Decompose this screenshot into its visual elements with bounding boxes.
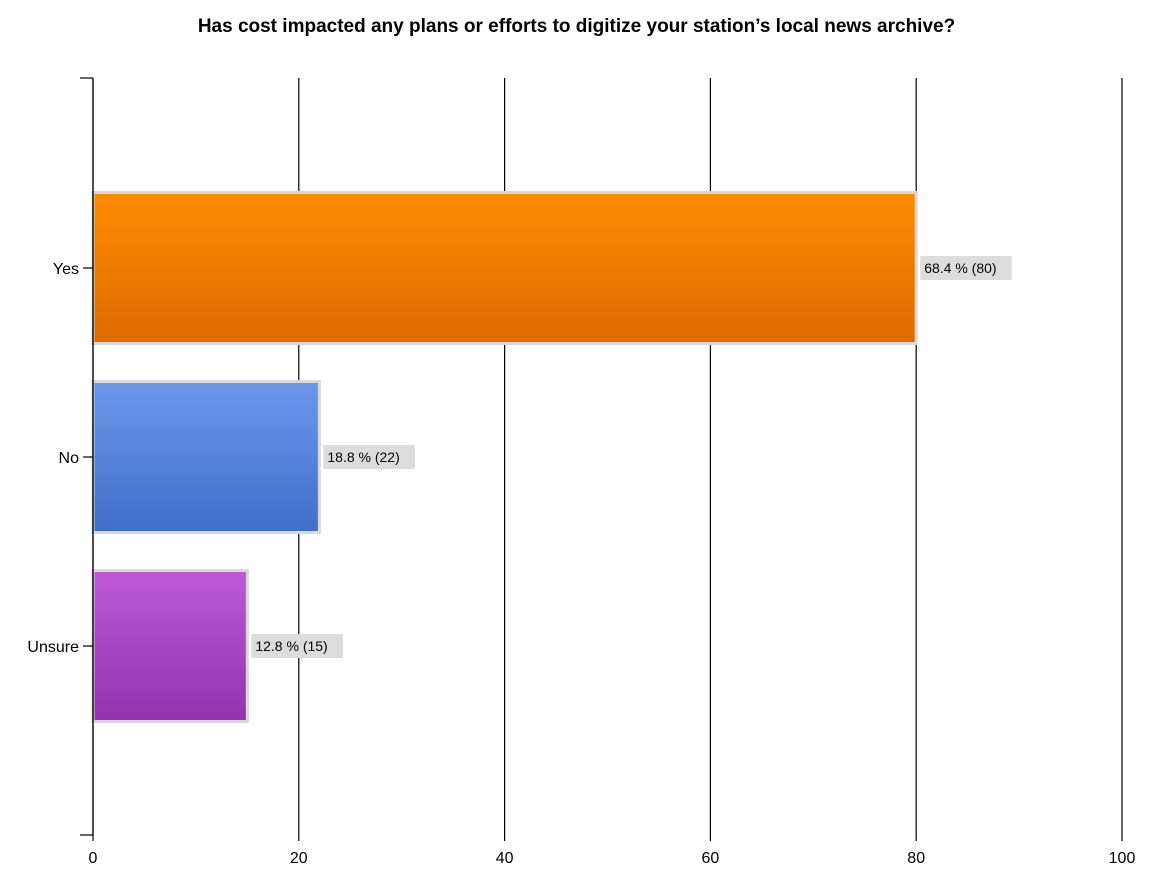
data-label: 68.4 % (80) [924, 260, 996, 276]
bar-yes [91, 191, 918, 345]
data-label-background [251, 634, 343, 658]
x-tick-label: 100 [1109, 850, 1136, 867]
x-tick-label: 80 [907, 850, 925, 867]
bars [91, 191, 918, 723]
labels: 0 20 40 60 80 100 Yes 68.4 % (80) No 18.8 % (22) U… [27, 256, 1135, 867]
x-tick-label: 0 [89, 850, 98, 867]
category-label: Unsure [27, 639, 79, 656]
x-tick-label: 60 [702, 850, 720, 867]
x-tick-label: 40 [496, 850, 514, 867]
category-label: No [59, 450, 80, 467]
category-label: Yes [53, 261, 79, 278]
bar-no [91, 380, 321, 534]
data-label: 18.8 % (22) [327, 449, 399, 465]
x-tick-label: 20 [290, 850, 308, 867]
bar-unsure [91, 569, 249, 723]
axes [80, 77, 1123, 841]
data-label-background [323, 445, 415, 469]
data-label: 12.8 % (15) [255, 638, 327, 654]
data-label-background [920, 256, 1012, 280]
chart-title: Has cost impacted any plans or efforts t… [197, 16, 956, 37]
